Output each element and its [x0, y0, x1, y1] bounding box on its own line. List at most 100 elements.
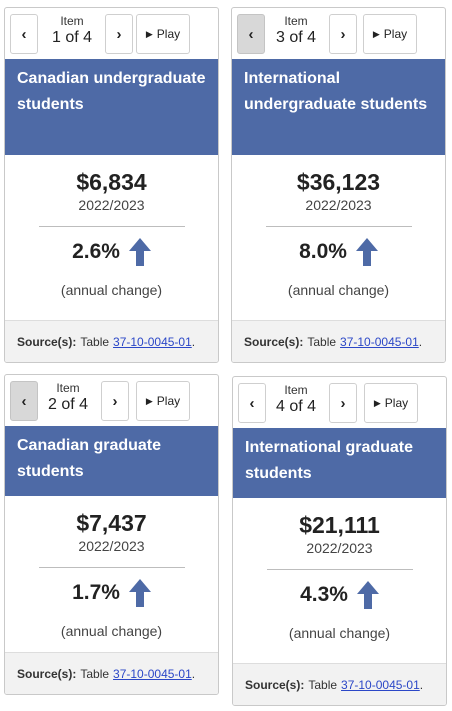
tuition-amount: $21,111 [299, 512, 380, 538]
play-button[interactable]: ▶ Play [363, 14, 417, 54]
arrow-up-icon [128, 238, 151, 266]
tuition-amount: $6,834 [76, 169, 147, 195]
card-body: $6,834 2022/2023 2.6% (annual change) [5, 168, 218, 299]
source-footer: Source(s): Table 37-10-0045-01. [5, 652, 218, 694]
item-label: Item [284, 383, 308, 397]
play-label: Play [383, 27, 408, 41]
item-indicator: Item 4 of 4 [265, 383, 327, 423]
table-prefix: Table [80, 334, 110, 349]
source-table-link[interactable]: 37-10-0045-01 [113, 666, 192, 681]
carousel-controls: ‹ Item 1 of 4 › ▶ Play [5, 8, 218, 59]
period-end: . [418, 334, 423, 349]
previous-button[interactable]: ‹ [237, 14, 265, 54]
chevron-right-icon: › [112, 392, 118, 410]
play-button[interactable]: ▶ Play [364, 383, 418, 423]
next-button[interactable]: › [105, 14, 133, 54]
academic-year: 2022/2023 [306, 540, 373, 556]
tuition-amount: $36,123 [296, 169, 381, 195]
item-indicator: Item 2 of 4 [37, 381, 99, 421]
tuition-card-international-undergraduate: ‹ Item 3 of 4 › ▶ Play International unde… [231, 7, 446, 363]
source-footer: Source(s): Table 37-10-0045-01. [5, 320, 218, 362]
item-indicator: Item 1 of 4 [40, 14, 104, 54]
annual-change-label: (annual change) [288, 625, 391, 641]
previous-button[interactable]: ‹ [238, 383, 266, 423]
item-position: 3 of 4 [275, 29, 317, 46]
previous-button[interactable]: ‹ [10, 381, 38, 421]
chevron-right-icon: › [340, 25, 346, 43]
tuition-card-international-graduate: ‹ Item 4 of 4 › ▶ Play International grad… [232, 376, 447, 706]
play-icon: ▶ [145, 28, 153, 39]
divider [38, 226, 185, 227]
chevron-left-icon: ‹ [21, 25, 27, 43]
play-icon: ▶ [372, 28, 380, 39]
change-row: 4.3% [233, 578, 446, 612]
card-title: Canadian graduate students [5, 426, 218, 496]
card-title: International graduate students [233, 428, 446, 498]
academic-year: 2022/2023 [78, 538, 145, 554]
play-icon: ▶ [145, 395, 153, 406]
card-title: International undergraduate students [232, 59, 445, 155]
period-end: . [419, 677, 424, 692]
annual-change-value: 8.0% [299, 240, 347, 263]
divider [266, 569, 413, 570]
arrow-up-icon [355, 238, 378, 266]
annual-change-label: (annual change) [60, 623, 163, 639]
annual-change-label: (annual change) [60, 282, 163, 298]
arrow-up-icon [356, 581, 379, 609]
period-end: . [191, 666, 196, 681]
chevron-right-icon: › [116, 25, 122, 43]
carousel-controls: ‹ Item 2 of 4 › ▶ Play [5, 375, 218, 426]
play-label: Play [156, 394, 181, 408]
item-indicator: Item 3 of 4 [265, 14, 327, 54]
chevron-left-icon: ‹ [21, 392, 27, 410]
table-prefix: Table [307, 334, 337, 349]
divider [38, 567, 185, 568]
tuition-card-canadian-graduate: ‹ Item 2 of 4 › ▶ Play Canadian graduate … [4, 374, 219, 695]
tuition-amount: $7,437 [76, 510, 147, 536]
card-body: $7,437 2022/2023 1.7% (annual change) [5, 509, 218, 640]
annual-change-value: 4.3% [300, 583, 348, 606]
next-button[interactable]: › [329, 14, 357, 54]
source-label: Source(s): [17, 334, 77, 349]
annual-change-label: (annual change) [287, 282, 390, 298]
card-body: $21,111 2022/2023 4.3% (annual change) [233, 511, 446, 642]
item-position: 4 of 4 [275, 398, 317, 415]
divider [265, 226, 412, 227]
academic-year: 2022/2023 [78, 197, 145, 213]
carousel-controls: ‹ Item 4 of 4 › ▶ Play [233, 377, 446, 428]
card-title: Canadian undergraduate students [5, 59, 218, 155]
play-button[interactable]: ▶ Play [136, 14, 190, 54]
play-label: Play [384, 396, 409, 410]
annual-change-value: 2.6% [72, 240, 120, 263]
change-row: 1.7% [5, 576, 218, 610]
table-prefix: Table [80, 666, 110, 681]
source-label: Source(s): [244, 334, 304, 349]
chevron-left-icon: ‹ [248, 25, 254, 43]
annual-change-value: 1.7% [72, 581, 120, 604]
period-end: . [191, 334, 196, 349]
item-label: Item [56, 381, 80, 395]
item-position: 2 of 4 [47, 396, 89, 413]
chevron-right-icon: › [340, 394, 346, 412]
arrow-up-icon [128, 579, 151, 607]
play-button[interactable]: ▶ Play [136, 381, 190, 421]
source-table-link[interactable]: 37-10-0045-01 [340, 334, 419, 349]
change-row: 2.6% [5, 235, 218, 269]
table-prefix: Table [308, 677, 338, 692]
source-label: Source(s): [17, 666, 77, 681]
source-footer: Source(s): Table 37-10-0045-01. [232, 320, 445, 362]
source-table-link[interactable]: 37-10-0045-01 [341, 677, 420, 692]
play-label: Play [156, 27, 181, 41]
carousel-controls: ‹ Item 3 of 4 › ▶ Play [232, 8, 445, 59]
play-icon: ▶ [373, 397, 381, 408]
source-label: Source(s): [245, 677, 305, 692]
change-row: 8.0% [232, 235, 445, 269]
source-footer: Source(s): Table 37-10-0045-01. [233, 663, 446, 705]
previous-button[interactable]: ‹ [10, 14, 38, 54]
item-label: Item [60, 14, 84, 28]
next-button[interactable]: › [329, 383, 357, 423]
card-body: $36,123 2022/2023 8.0% (annual change) [232, 168, 445, 299]
tuition-card-canadian-undergraduate: ‹ Item 1 of 4 › ▶ Play Canadian undergrad… [4, 7, 219, 363]
next-button[interactable]: › [101, 381, 129, 421]
source-table-link[interactable]: 37-10-0045-01 [113, 334, 192, 349]
